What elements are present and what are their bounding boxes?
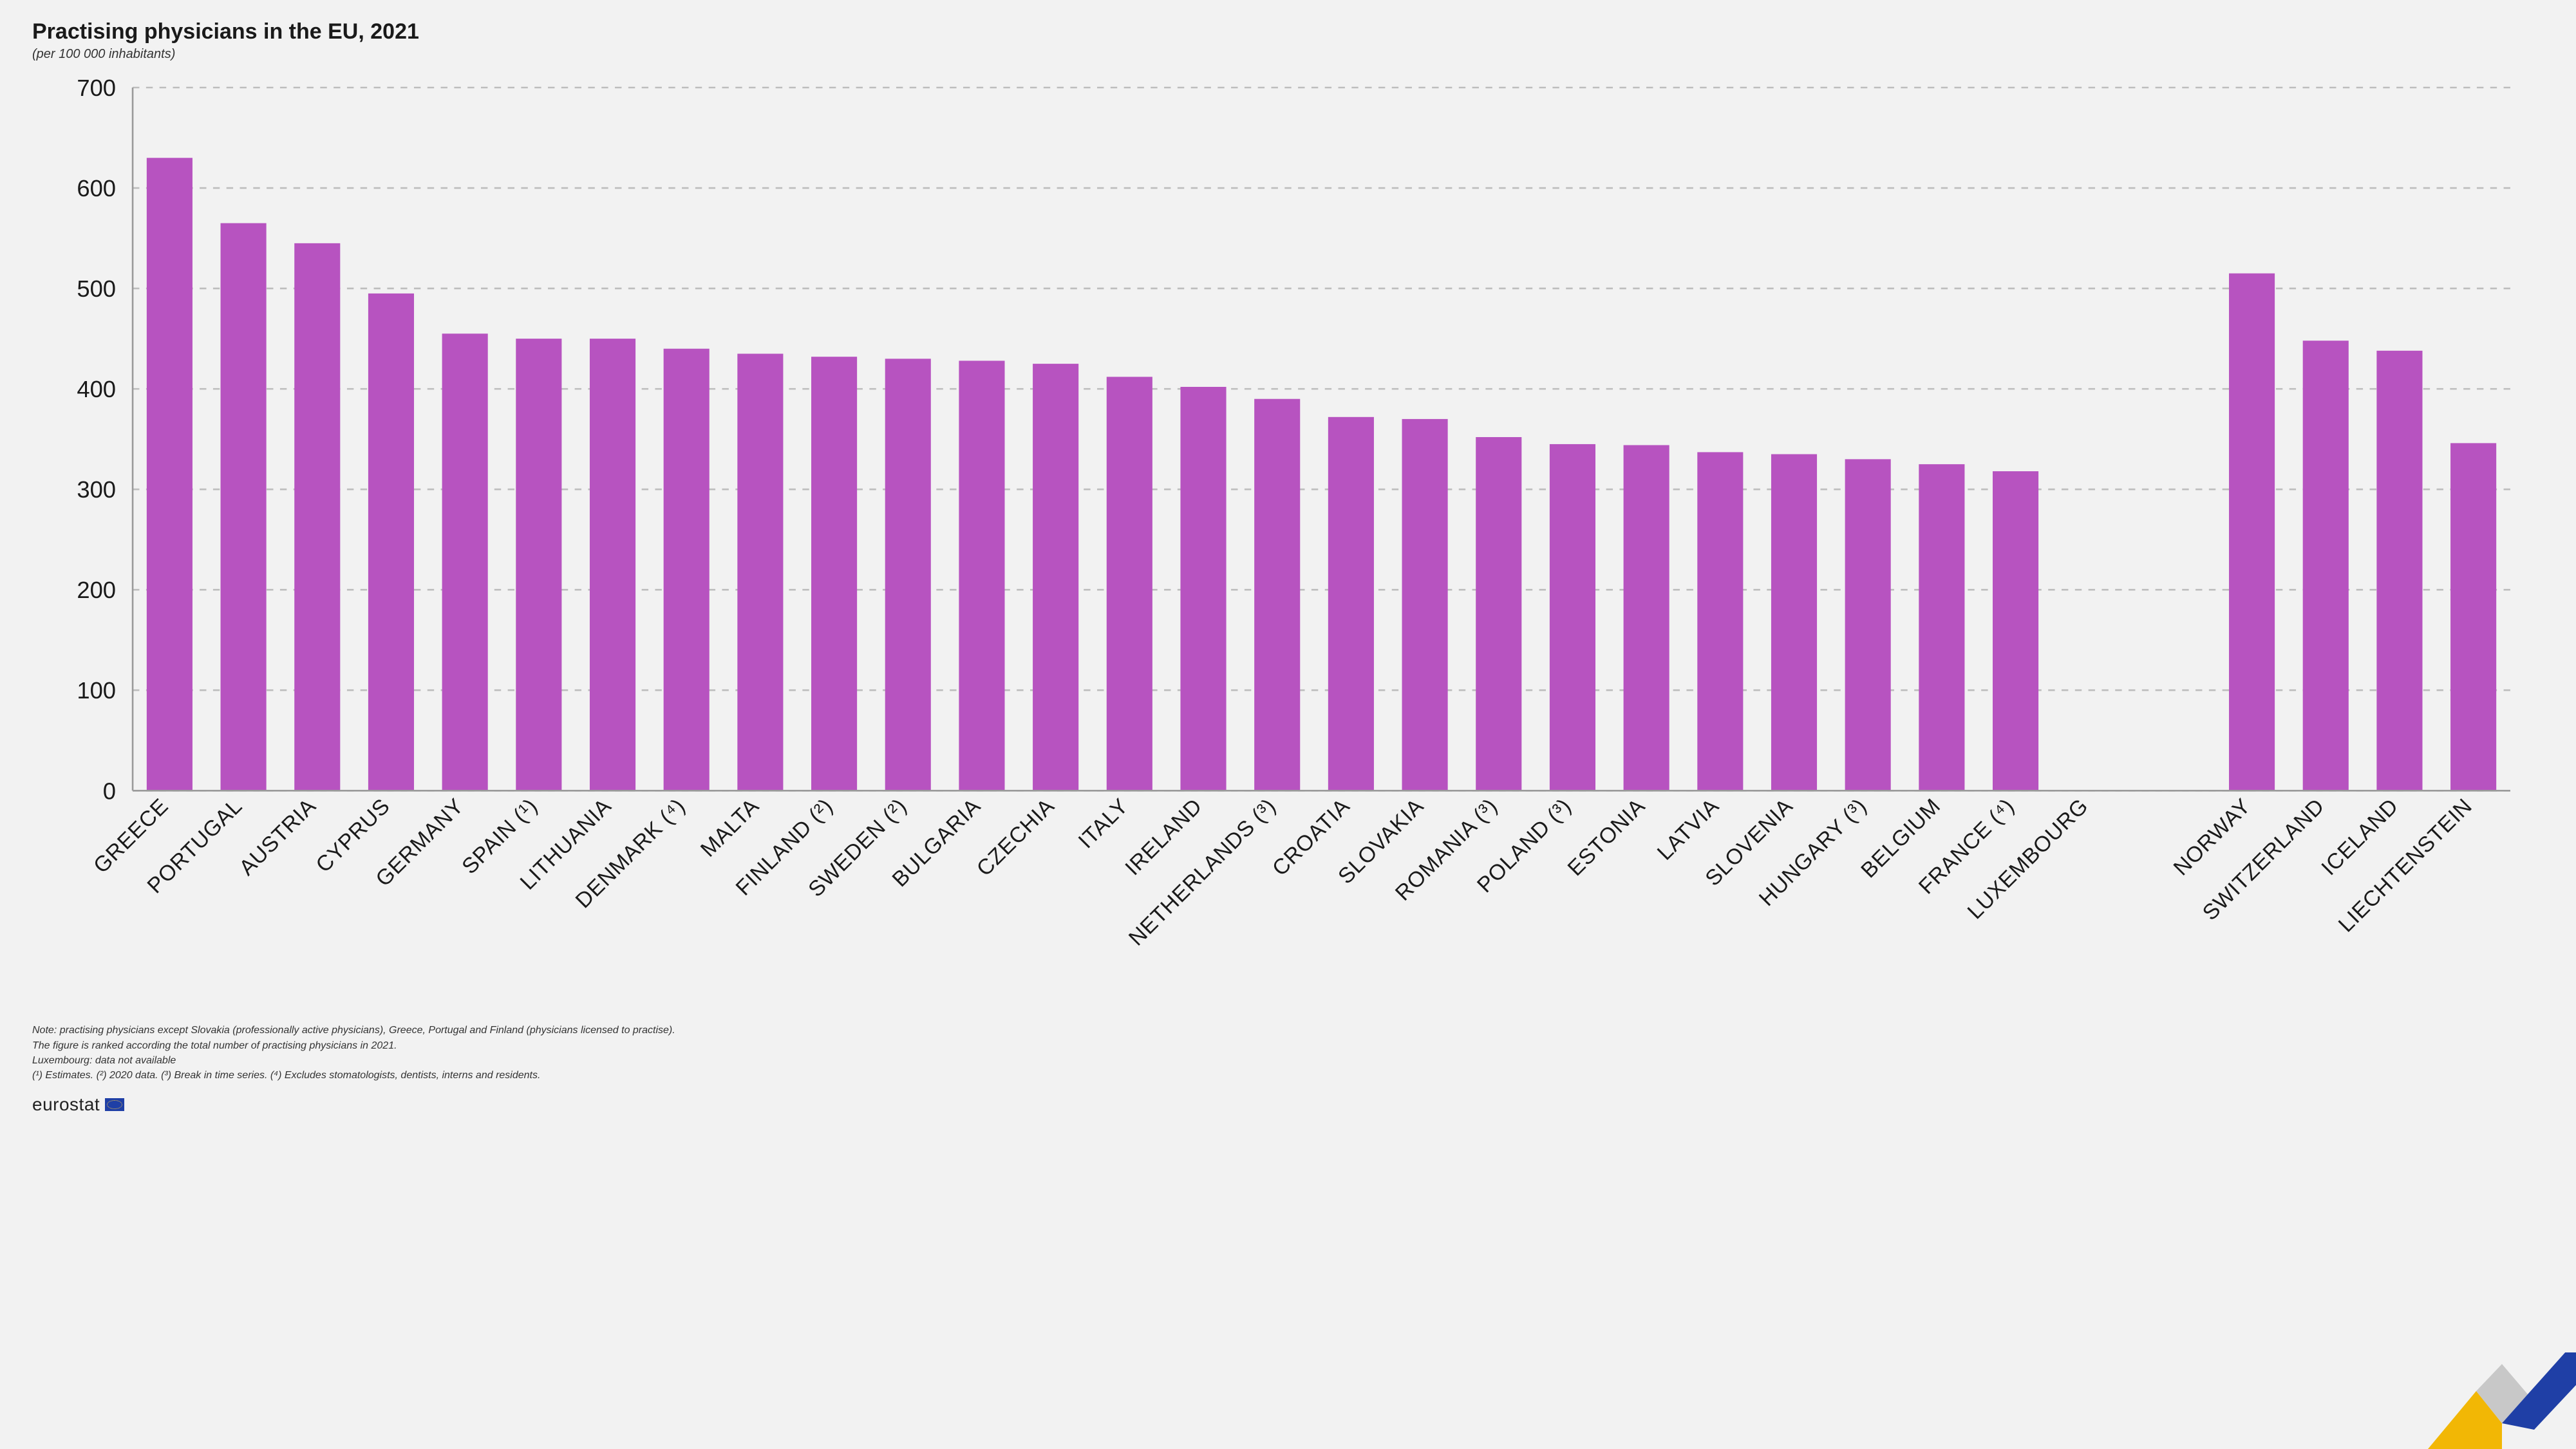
bar xyxy=(368,294,414,790)
y-tick-label: 100 xyxy=(77,677,116,704)
swoosh-logo xyxy=(2383,1352,2576,1449)
footer: eurostat xyxy=(32,1094,2544,1115)
eu-flag-icon xyxy=(105,1098,124,1111)
bar xyxy=(1845,459,1891,790)
x-category-label: NETHERLANDS (³) xyxy=(1124,794,1281,951)
x-category-label: MALTA xyxy=(696,794,764,862)
bar xyxy=(590,339,635,790)
eurostat-wordmark: eurostat xyxy=(32,1094,100,1115)
bar xyxy=(2229,274,2275,791)
bar xyxy=(442,333,488,790)
bar xyxy=(1107,377,1152,790)
y-tick-label: 500 xyxy=(77,276,116,302)
bar xyxy=(959,360,1004,790)
bar xyxy=(1402,419,1448,790)
bar xyxy=(1919,464,1964,790)
page-root: Practising physicians in the EU, 2021 (p… xyxy=(0,0,2576,1449)
bar xyxy=(2376,351,2422,790)
bar xyxy=(1033,364,1078,790)
bar xyxy=(294,243,340,790)
y-tick-label: 300 xyxy=(77,476,116,503)
note-line: Luxembourg: data not available xyxy=(32,1053,2544,1068)
x-category-label: LIECHTENSTEIN xyxy=(2334,794,2477,937)
y-tick-label: 600 xyxy=(77,175,116,201)
x-category-label: ITALY xyxy=(1073,794,1133,853)
bar xyxy=(147,158,193,790)
bar xyxy=(1697,452,1743,790)
bar xyxy=(221,223,267,791)
y-tick-label: 200 xyxy=(77,577,116,603)
y-tick-label: 400 xyxy=(77,376,116,402)
chart-subtitle: (per 100 000 inhabitants) xyxy=(32,47,2544,62)
bar xyxy=(1771,454,1817,791)
bar xyxy=(2450,443,2496,790)
bar xyxy=(1550,444,1595,790)
x-category-label: LATVIA xyxy=(1653,794,1724,865)
x-category-label: ESTONIA xyxy=(1563,794,1650,881)
bar xyxy=(885,359,931,790)
note-line: Note: practising physicians except Slova… xyxy=(32,1023,2544,1038)
x-category-label: CZECHIA xyxy=(972,794,1060,881)
chart-notes: Note: practising physicians except Slova… xyxy=(32,1023,2544,1083)
x-category-label: AUSTRIA xyxy=(234,794,321,880)
chart-title: Practising physicians in the EU, 2021 xyxy=(32,19,2544,44)
note-line: The figure is ranked according the total… xyxy=(32,1038,2544,1053)
bar xyxy=(664,349,710,791)
bar xyxy=(1476,437,1521,790)
bar xyxy=(1993,471,2038,790)
bar xyxy=(811,357,857,790)
bar xyxy=(1624,445,1669,791)
bar xyxy=(1328,417,1374,790)
y-tick-label: 700 xyxy=(77,75,116,101)
bar-chart: 0100200300400500600700 GREECEPORTUGALAUS… xyxy=(32,71,2544,1008)
bar xyxy=(1254,399,1300,791)
chart-container: 0100200300400500600700 GREECEPORTUGALAUS… xyxy=(32,71,2544,1011)
bar xyxy=(737,354,783,791)
y-tick-label: 0 xyxy=(103,778,116,804)
bar xyxy=(1180,387,1226,790)
bar xyxy=(2303,341,2349,790)
note-line: (¹) Estimates. (²) 2020 data. (³) Break … xyxy=(32,1068,2544,1083)
bar xyxy=(516,339,561,790)
